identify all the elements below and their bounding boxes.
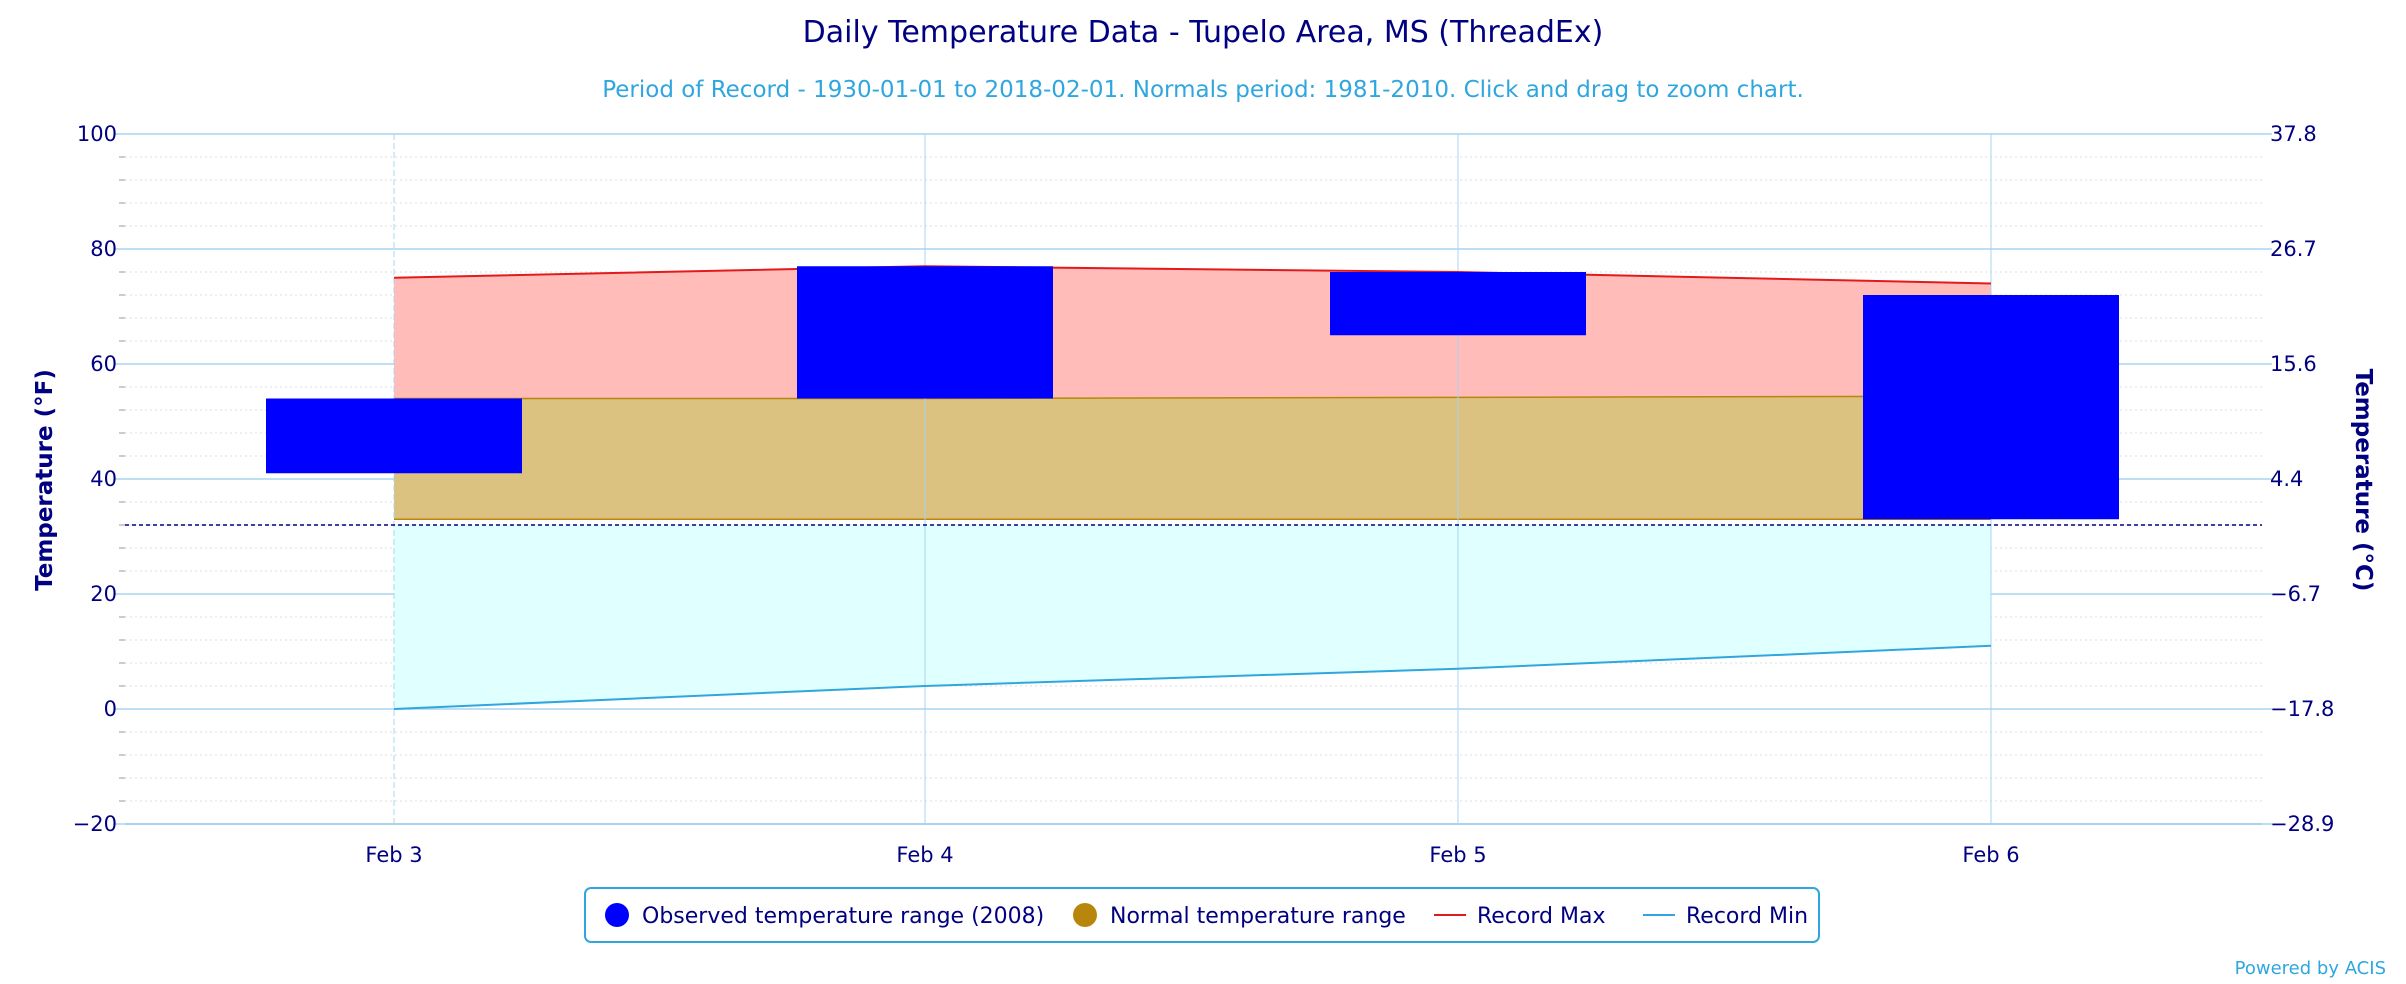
plot-area — [125, 134, 2262, 824]
y-tick-label-left: 20 — [90, 582, 117, 606]
y-tick-label-left: −20 — [73, 812, 117, 836]
x-tick-label: Feb 5 — [1429, 843, 1486, 867]
observed-range-bar[interactable] — [1863, 295, 2119, 520]
observed-range-bar[interactable] — [1330, 272, 1586, 336]
legend-item-normal[interactable]: Normal temperature range — [1073, 903, 1406, 929]
y-tick-label-left: 0 — [104, 697, 117, 721]
y-tick-label-right: 26.7 — [2270, 237, 2317, 261]
normal-range-area — [394, 396, 1991, 520]
legend-item-observed[interactable]: Observed temperature range (2008) — [605, 903, 1044, 929]
x-tick-label: Feb 6 — [1962, 843, 2019, 867]
y-tick-label-left: 40 — [90, 467, 117, 491]
x-tick-label: Feb 4 — [896, 843, 953, 867]
record-max-area — [394, 266, 1991, 399]
legend-item-record-max[interactable]: Record Max — [1434, 904, 1606, 929]
y-tick-label-right: 4.4 — [2270, 467, 2303, 491]
record-min-line — [393, 644, 1992, 710]
legend-symbol-normal — [1073, 903, 1097, 927]
y-axis-title-left: Temperature (°F) — [32, 369, 58, 591]
legend-label-record-max: Record Max — [1477, 904, 1606, 929]
legend-symbol-observed — [605, 903, 629, 927]
observed-range-bar[interactable] — [797, 266, 1053, 399]
credit-link[interactable]: Powered by ACIS — [2235, 958, 2386, 979]
y-tick-label-left: 100 — [77, 122, 117, 146]
legend-label-record-min: Record Min — [1686, 904, 1808, 929]
y-tick-label-right: −17.8 — [2270, 697, 2334, 721]
legend-label-normal: Normal temperature range — [1110, 904, 1406, 929]
record-max-line — [393, 265, 1992, 285]
normal-high-line — [394, 395, 1992, 400]
legend-box — [584, 887, 1820, 943]
axis-ticks: −20 −28.9 0 −17.8 20 −6.7 40 4.4 60 15.6 80 26.7 100… — [73, 122, 2335, 867]
legend-item-record-min[interactable]: Record Min — [1643, 904, 1808, 929]
legend: Observed temperature range (2008) Normal… — [584, 887, 1820, 943]
record-min-area — [394, 525, 1991, 709]
y-tick-label-right: 37.8 — [2270, 122, 2317, 146]
observed-range-bar[interactable] — [266, 398, 522, 474]
y-tick-label-right: −28.9 — [2270, 812, 2334, 836]
x-tick-label: Feb 3 — [365, 843, 422, 867]
chart-subtitle: Period of Record - 1930-01-01 to 2018-02… — [602, 77, 1804, 103]
y-tick-label-left: 60 — [90, 352, 117, 376]
y-tick-label-right: −6.7 — [2270, 582, 2321, 606]
y-axis-title-right: Temperature (°C) — [2350, 369, 2376, 592]
y-tick-label-left: 80 — [90, 237, 117, 261]
y-tick-label-right: 15.6 — [2270, 352, 2317, 376]
legend-label-observed: Observed temperature range (2008) — [642, 904, 1044, 929]
chart-title: Daily Temperature Data - Tupelo Area, MS… — [803, 15, 1604, 50]
